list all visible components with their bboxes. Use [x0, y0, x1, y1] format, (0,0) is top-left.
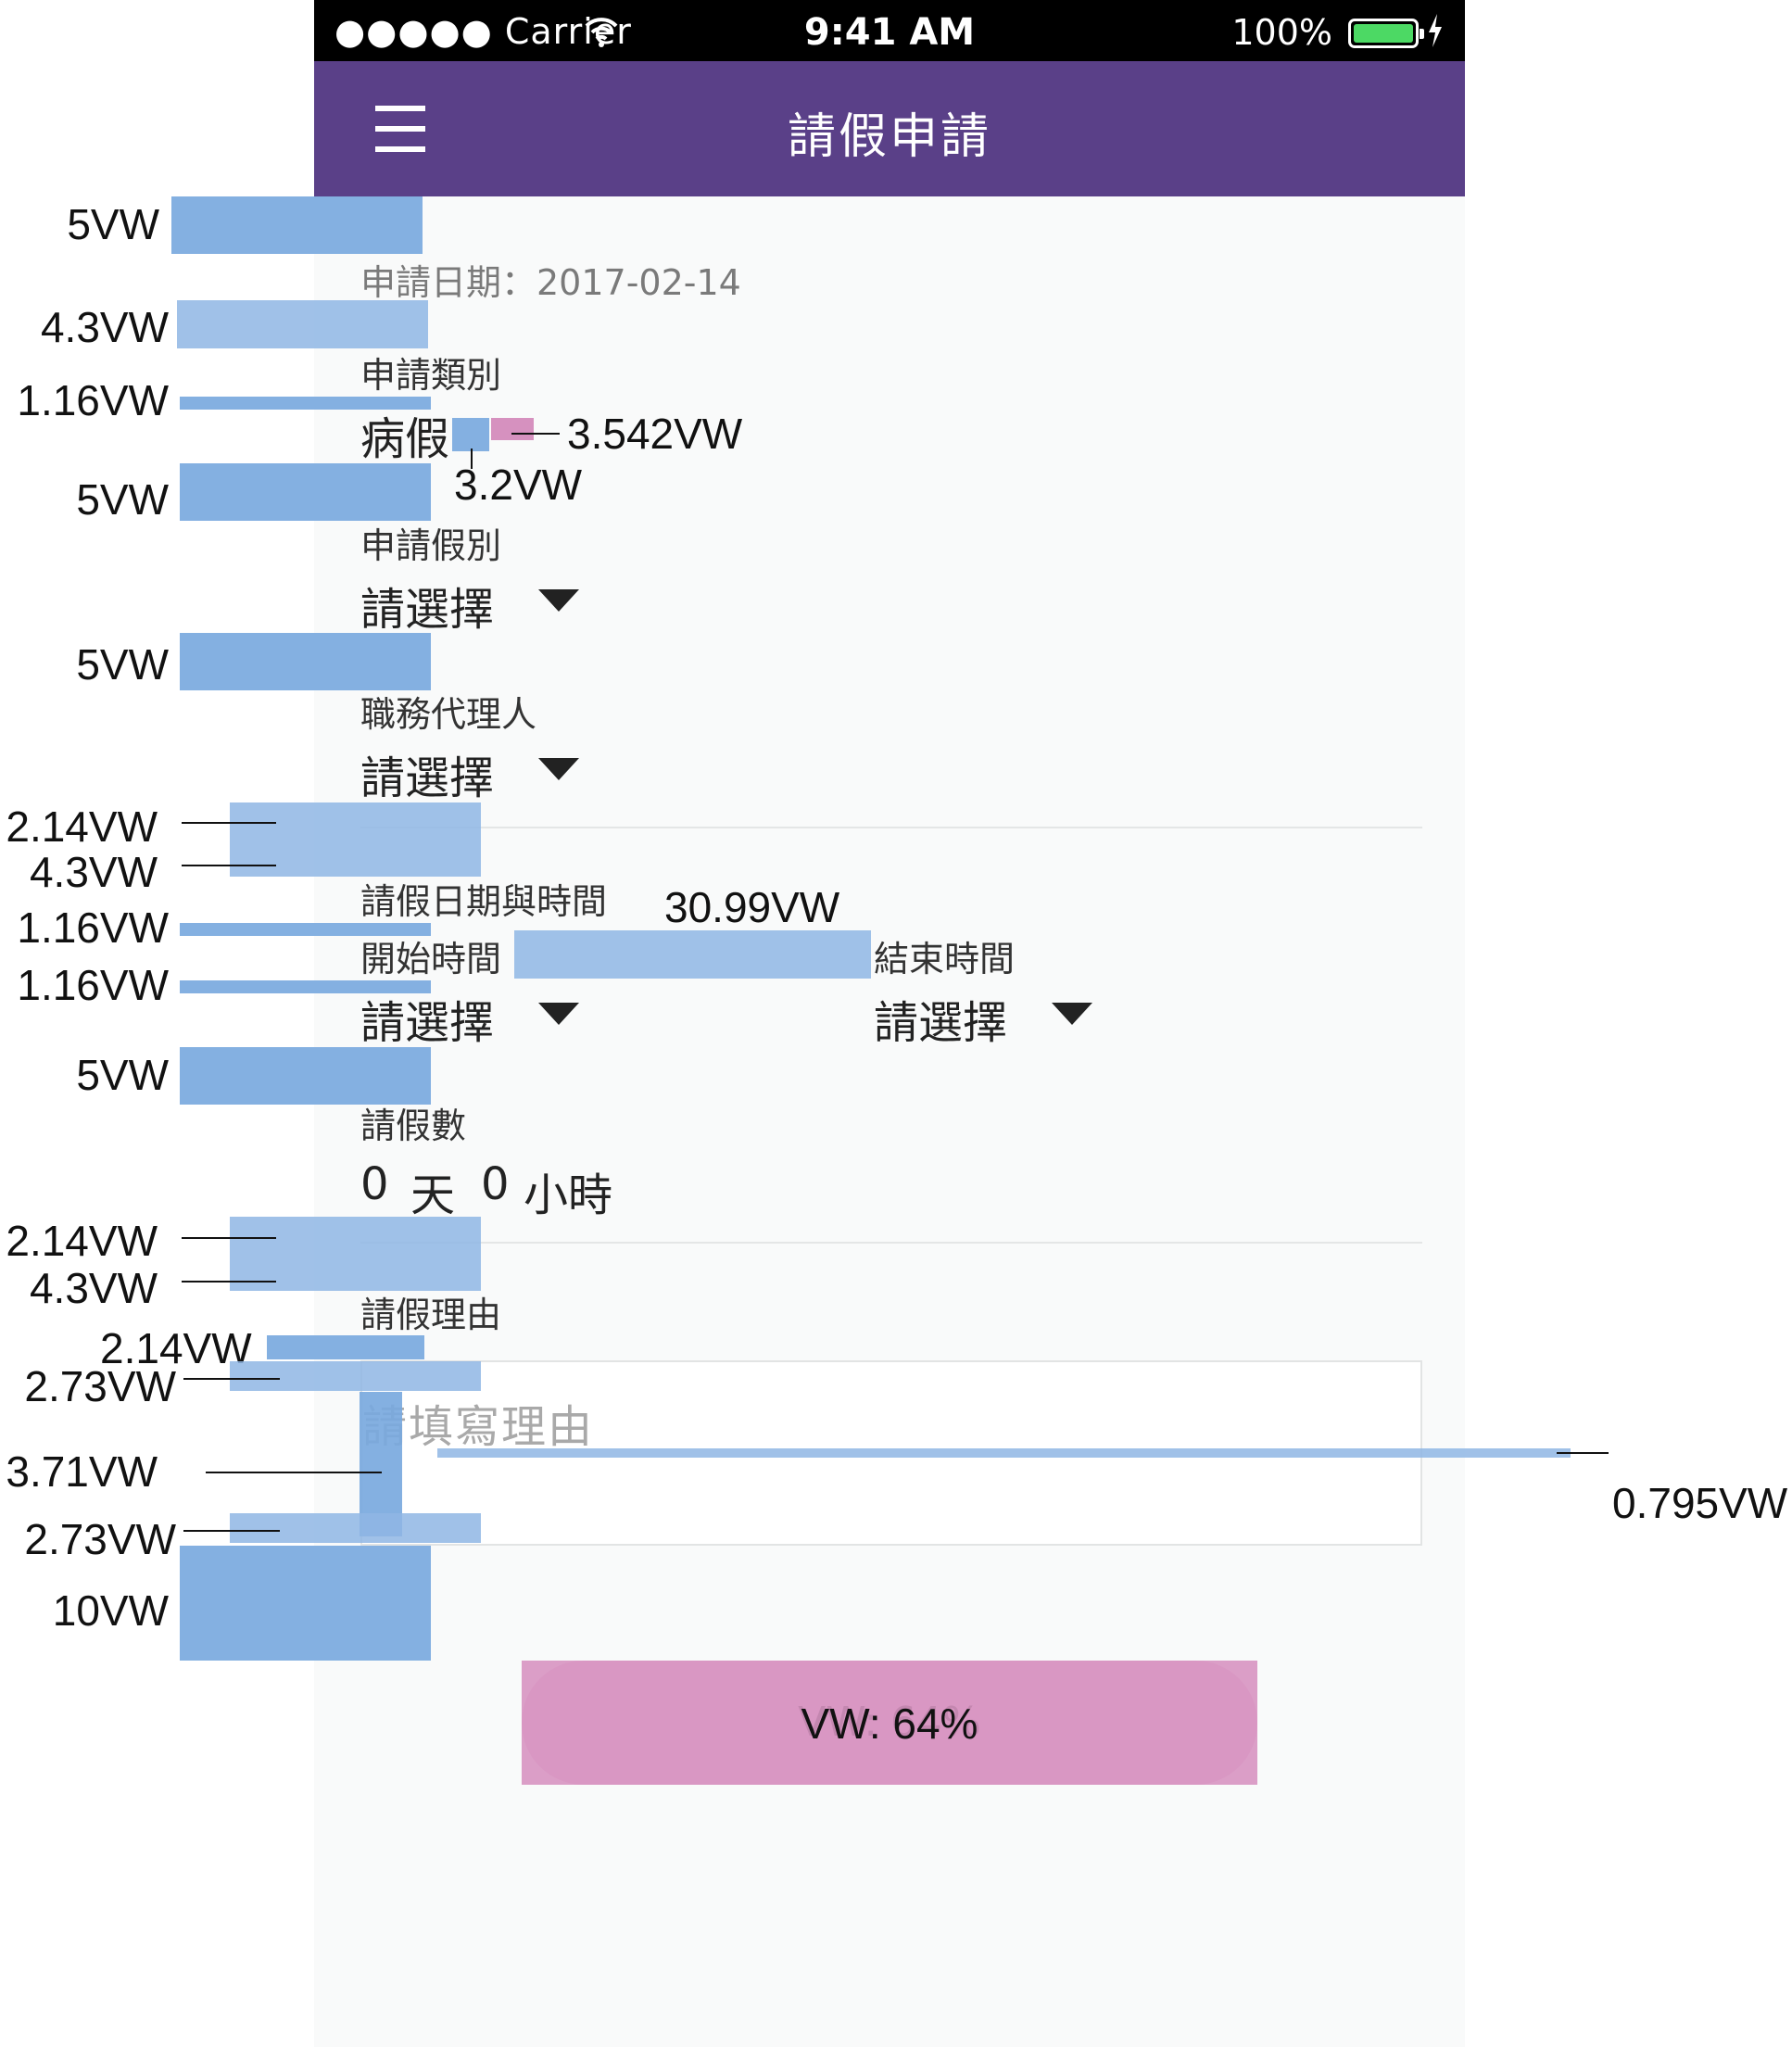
- chevron-down-icon[interactable]: [1052, 1003, 1092, 1025]
- spacing-annotation: 1.16VW: [17, 903, 169, 952]
- spacing-overlay: [437, 1448, 1571, 1458]
- page-title: 請假申請: [787, 109, 991, 165]
- spacing-overlay: [180, 923, 431, 936]
- spacing-annotation: 1.16VW: [17, 376, 169, 424]
- spacing-overlay: [180, 397, 431, 410]
- hamburger-icon[interactable]: [375, 106, 425, 152]
- spacing-overlay: [180, 1546, 431, 1661]
- spacing-overlay: [177, 300, 428, 348]
- spacing-annotation: 5VW: [76, 475, 169, 524]
- spacing-annotation: 5VW: [76, 640, 169, 689]
- leader-line: [182, 1281, 276, 1283]
- spacing-annotation: 2.73VW: [24, 1362, 176, 1410]
- leader-line: [1557, 1452, 1609, 1454]
- spacing-annotation: 4.3VW: [40, 303, 169, 351]
- leader-line: [182, 822, 276, 824]
- spacing-overlay: [230, 1361, 481, 1391]
- reason-label: 請假理由: [360, 1295, 502, 1335]
- leave-type-select[interactable]: 請選擇: [360, 584, 495, 636]
- chevron-down-icon[interactable]: [538, 1003, 579, 1025]
- battery-icon: [1348, 19, 1424, 48]
- spacing-annotation: 4.3VW: [29, 1264, 158, 1312]
- wifi-icon: [585, 18, 618, 47]
- spacing-annotation: 3.71VW: [6, 1447, 158, 1496]
- spacing-overlay: [180, 980, 431, 993]
- days-unit: 天: [410, 1169, 456, 1221]
- spacing-overlay: [452, 418, 489, 451]
- category-label: 申請類別: [360, 355, 502, 396]
- leader-line: [471, 449, 473, 469]
- spacing-overlay: [230, 1513, 481, 1543]
- spacing-annotation: 4.3VW: [29, 848, 158, 896]
- leader-line: [183, 1530, 280, 1532]
- end-time-label: 結束時間: [874, 939, 1016, 979]
- spacing-annotation: 1.16VW: [17, 961, 169, 1009]
- spacing-overlay: [230, 802, 481, 877]
- spacing-annotation: 2.14VW: [6, 1217, 158, 1265]
- apply-date: 申請日期：2017-02-14: [360, 262, 741, 303]
- width-overlay: [522, 1661, 1257, 1785]
- leader-line: [182, 1237, 276, 1239]
- agent-select[interactable]: 請選擇: [360, 752, 495, 804]
- spacing-overlay: [514, 930, 871, 979]
- spacing-annotation: 10VW: [52, 1586, 169, 1635]
- start-time-label: 開始時間: [360, 939, 502, 979]
- spacing-annotation: 2.14VW: [6, 802, 158, 851]
- charging-icon: [1429, 14, 1442, 47]
- spacing-annotation: 0.795VW: [1612, 1479, 1788, 1527]
- category-select[interactable]: 病假: [360, 413, 450, 465]
- spacing-overlay: [180, 1047, 431, 1105]
- carrier-label: ●●●●● Carrier: [334, 11, 632, 52]
- start-time-select[interactable]: 請選擇: [360, 997, 495, 1049]
- spacing-overlay: [171, 196, 423, 254]
- width-annotation: VW: 64%: [801, 1700, 978, 1748]
- spacing-annotation: 3.2VW: [454, 461, 583, 509]
- chevron-down-icon[interactable]: [538, 758, 579, 780]
- spacing-overlay: [180, 463, 431, 521]
- leader-line: [183, 1378, 280, 1380]
- leave-type-label: 申請假別: [360, 525, 502, 566]
- end-time-select[interactable]: 請選擇: [874, 997, 1008, 1049]
- spacing-overlay: [180, 633, 431, 690]
- nav-bar: 請假申請: [314, 61, 1465, 196]
- divider: [360, 827, 1422, 828]
- days-value: 0: [360, 1158, 389, 1210]
- leader-line: [206, 1472, 382, 1473]
- spacing-overlay: [360, 1392, 402, 1536]
- leader-line: [511, 433, 560, 435]
- hours-unit: 小時: [524, 1169, 613, 1221]
- spacing-annotation: 2.14VW: [100, 1324, 252, 1372]
- spacing-overlay: [491, 418, 534, 440]
- chevron-down-icon[interactable]: [538, 589, 579, 612]
- spacing-overlay: [267, 1335, 424, 1359]
- spacing-annotation: 30.99VW: [664, 883, 840, 931]
- spacing-annotation: 2.73VW: [24, 1515, 176, 1563]
- spacing-annotation: 3.542VW: [567, 410, 743, 458]
- clock: 9:41 AM: [803, 11, 976, 54]
- spacing-annotation: 5VW: [76, 1051, 169, 1099]
- spacing-annotation: 5VW: [67, 200, 159, 248]
- datetime-label: 請假日期與時間: [360, 881, 608, 922]
- leave-count-label: 請假數: [360, 1106, 467, 1146]
- agent-label: 職務代理人: [360, 694, 537, 735]
- status-bar: ●●●●● Carrier 9:41 AM 100%: [314, 0, 1465, 61]
- leader-line: [182, 865, 276, 866]
- battery-percent: 100%: [1231, 12, 1332, 53]
- spacing-overlay: [230, 1217, 481, 1291]
- hours-value: 0: [481, 1158, 510, 1210]
- divider: [360, 1242, 1422, 1244]
